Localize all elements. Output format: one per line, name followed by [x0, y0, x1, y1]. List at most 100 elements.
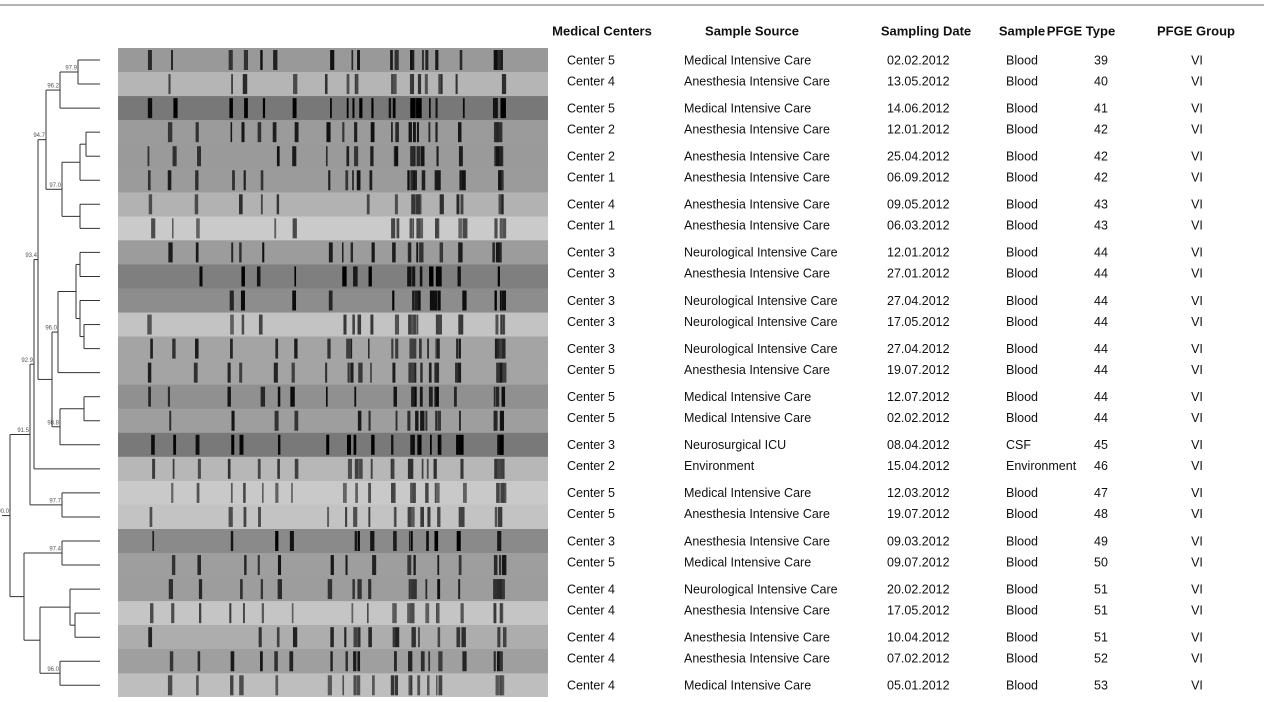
gel-band [347, 98, 349, 118]
gel-band [459, 507, 461, 527]
table-cell: Anesthesia Intensive Care [684, 149, 830, 163]
gel-band [497, 627, 500, 647]
gel-band [391, 339, 393, 359]
gel-band [370, 146, 373, 166]
gel-band [370, 315, 373, 335]
node-label: 97.7 [49, 499, 61, 505]
table-cell: 50 [1094, 555, 1108, 569]
gel-band [358, 411, 361, 431]
gel-band [493, 98, 497, 118]
gel-band [440, 194, 444, 214]
gel-band [500, 218, 503, 238]
gel-band [231, 242, 233, 262]
gel-band [393, 531, 396, 551]
node-label: 96.0 [45, 326, 57, 332]
table-cell: 17.05.2012 [887, 603, 950, 617]
gel-band [435, 50, 438, 70]
gel-band [410, 170, 413, 190]
gel-band [347, 435, 351, 455]
table-cell: 08.04.2012 [887, 438, 950, 452]
gel-band [425, 50, 428, 70]
table-cell: Neurological Intensive Care [684, 315, 838, 329]
table-cell: Anesthesia Intensive Care [684, 198, 830, 212]
gel-band [357, 579, 361, 599]
gel-band [459, 146, 463, 166]
table-cell: Blood [1006, 122, 1038, 136]
gel-band [495, 315, 498, 335]
gel-band [243, 483, 246, 503]
table-cell: 06.03.2012 [887, 219, 950, 233]
gel-band [277, 146, 280, 166]
gel-band [358, 627, 361, 647]
gel-band [168, 675, 172, 695]
table-cell: Center 3 [567, 246, 615, 260]
gel-band [263, 98, 265, 118]
table-cell: Center 4 [567, 603, 615, 617]
gel-band [346, 339, 350, 359]
table-cell: Blood [1006, 53, 1038, 67]
gel-band [500, 483, 504, 503]
gel-band [278, 435, 280, 455]
gel-band [292, 291, 296, 311]
gel-band [434, 459, 437, 479]
gel-band [408, 675, 410, 695]
gel-band [275, 483, 278, 503]
table-cell: Center 5 [567, 555, 615, 569]
gel-band [412, 74, 414, 94]
gel-band [497, 651, 500, 671]
table-cell: 51 [1094, 630, 1108, 644]
gel-band [229, 603, 231, 623]
gel-band [195, 339, 199, 359]
table-cell: Center 5 [567, 53, 615, 67]
gel-band [273, 122, 277, 142]
gel-band [495, 339, 497, 359]
table-cell: 20.02.2012 [887, 582, 950, 596]
table-cell: Medical Intensive Care [684, 555, 811, 569]
table-cell: Center 5 [567, 363, 615, 377]
gel-band [293, 218, 297, 238]
gel-band [395, 50, 399, 70]
gel-band [429, 98, 431, 118]
table-cell: VI [1191, 149, 1203, 163]
table-cell: Blood [1006, 507, 1038, 521]
table-cell: 44 [1094, 342, 1108, 356]
gel-band [195, 194, 198, 214]
table-cell: VI [1191, 411, 1203, 425]
table-cell: VI [1191, 555, 1203, 569]
gel-band [244, 555, 246, 575]
table-cell: VI [1191, 219, 1203, 233]
table-cell: Center 4 [567, 198, 615, 212]
table-cell: 44 [1094, 294, 1108, 308]
gel-band [173, 435, 176, 455]
table-cell: Environment [684, 459, 755, 473]
gel-band [411, 603, 415, 623]
table-cell: 07.02.2012 [887, 652, 950, 666]
gel-band [394, 507, 396, 527]
gel-band [411, 194, 415, 214]
gel-band [199, 603, 201, 623]
gel-band [348, 363, 350, 383]
gel-band [241, 291, 245, 311]
gel-band [410, 146, 414, 166]
gel-band [262, 603, 264, 623]
gel-band [462, 291, 466, 311]
gel-band [147, 315, 151, 335]
table-cell: Blood [1006, 315, 1038, 329]
gel-band [499, 146, 502, 166]
gel-band [325, 363, 327, 383]
gel-band [275, 675, 278, 695]
gel-band [419, 242, 423, 262]
gel-band [391, 122, 393, 142]
gel-band [463, 483, 467, 503]
gel-band [461, 507, 465, 527]
column-header: PFGE Group [1157, 23, 1235, 38]
table-cell: 39 [1094, 53, 1108, 67]
gel-band [195, 170, 198, 190]
gel-band [435, 122, 437, 142]
node-label: 91.5 [17, 428, 29, 434]
gel-band [369, 266, 372, 286]
table-cell: Blood [1006, 582, 1038, 596]
gel-band [502, 579, 504, 599]
table-cell: Blood [1006, 652, 1038, 666]
gel-band [435, 218, 439, 238]
